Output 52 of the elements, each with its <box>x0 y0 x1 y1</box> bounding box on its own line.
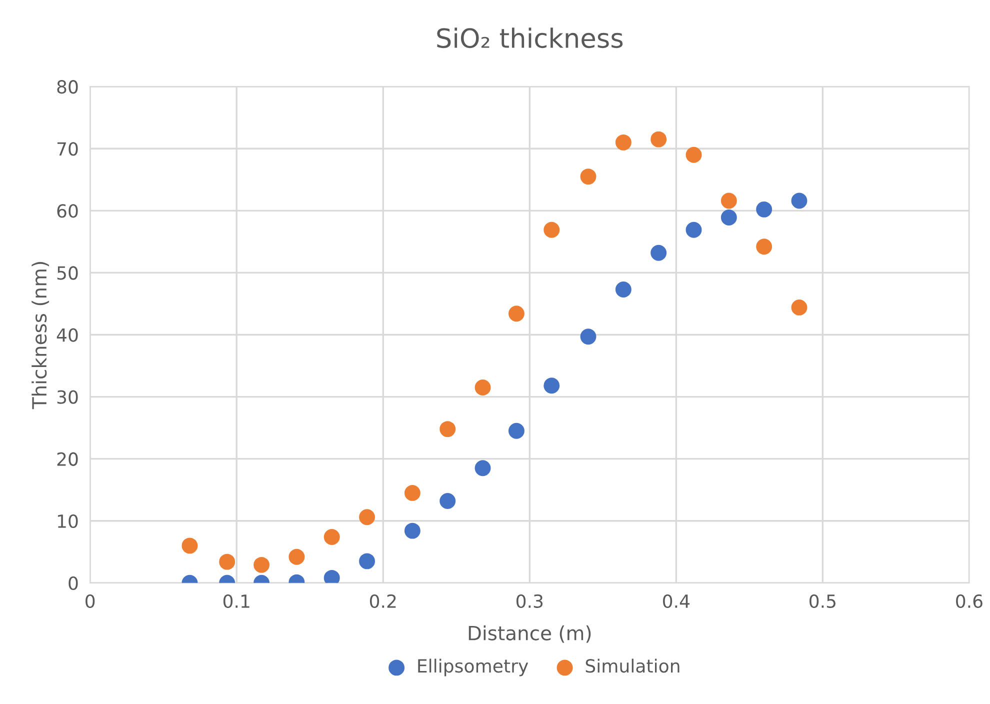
y-tick-label: 40 <box>56 328 78 342</box>
x-tick-label: 0.5 <box>810 594 836 608</box>
x-tick-label: 0.1 <box>223 594 250 608</box>
point <box>615 281 632 298</box>
y-axis-title: Thickness (nm) <box>32 262 49 410</box>
point <box>219 554 236 570</box>
point <box>508 422 524 439</box>
point <box>650 244 667 261</box>
y-tick-label: 30 <box>57 390 78 404</box>
x-tick-label: 0.2 <box>370 594 396 608</box>
point <box>544 378 560 394</box>
point <box>440 421 456 438</box>
y-tick-label: 60 <box>57 204 78 218</box>
point <box>791 192 808 209</box>
point <box>404 522 420 539</box>
point <box>615 134 632 150</box>
point <box>324 529 340 545</box>
point <box>756 201 772 218</box>
point <box>404 484 420 501</box>
point <box>580 328 596 345</box>
y-tick-label: 0 <box>68 576 78 590</box>
legend-label: Ellipsometry <box>418 658 528 676</box>
point <box>182 538 198 554</box>
y-tick-label: 80 <box>57 80 78 94</box>
x-axis-title: Distance (m) <box>468 625 591 643</box>
x-tick-label: 0.6 <box>956 594 982 608</box>
chart-title: SiO₂ thickness <box>437 28 623 48</box>
point <box>254 556 270 573</box>
point <box>440 493 456 509</box>
x-tick-label: 0 <box>86 594 95 608</box>
x-tick-label: 0.4 <box>663 594 690 608</box>
x-tick-label: 0.3 <box>516 594 543 608</box>
y-tick-label: 20 <box>57 452 78 466</box>
legend-label: Simulation <box>586 658 680 673</box>
point <box>580 168 596 185</box>
point <box>720 210 737 226</box>
point <box>359 553 375 570</box>
point <box>288 548 305 565</box>
point <box>756 238 772 255</box>
point <box>686 146 702 163</box>
point <box>508 306 524 322</box>
point <box>650 131 667 148</box>
point <box>474 380 491 396</box>
y-tick-label: 10 <box>58 514 78 528</box>
point <box>359 509 375 526</box>
point <box>791 299 808 316</box>
point <box>686 222 702 238</box>
point <box>474 460 491 476</box>
point <box>720 192 737 209</box>
y-tick-label: 70 <box>57 142 78 156</box>
point <box>544 222 560 238</box>
y-tick-label: 50 <box>57 266 78 280</box>
